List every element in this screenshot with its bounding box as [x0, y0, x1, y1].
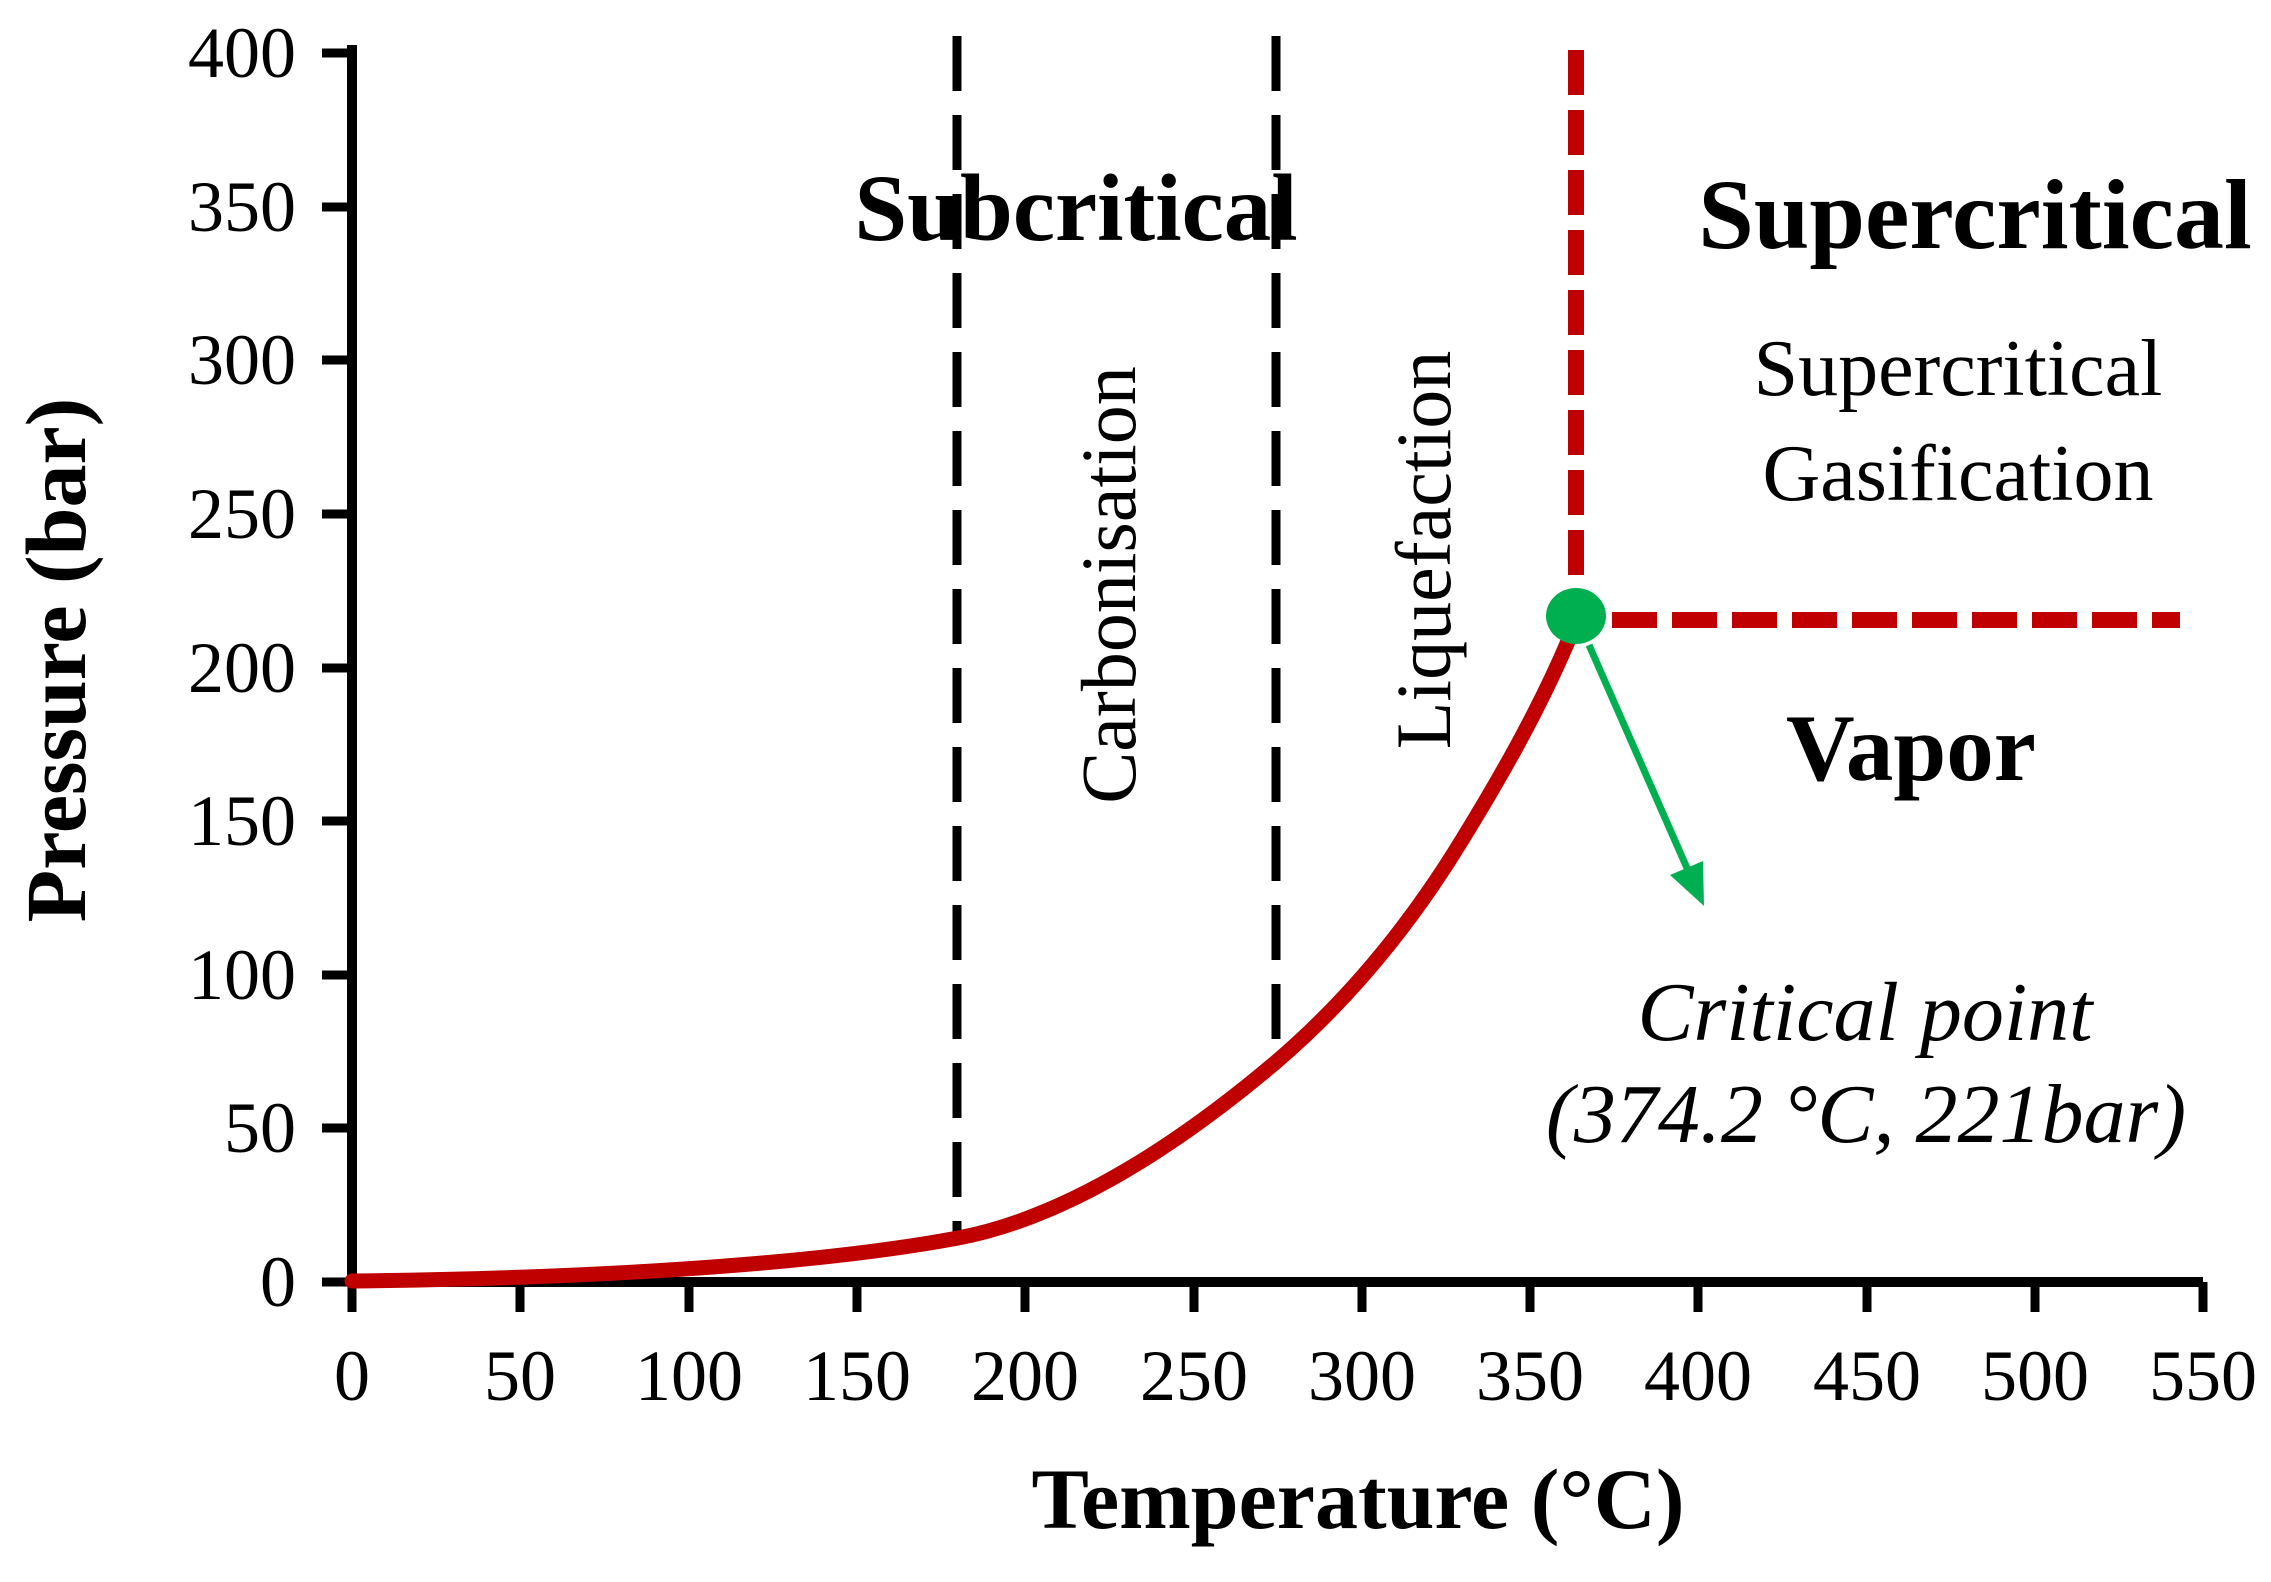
x-tick-150: 150 — [803, 1336, 911, 1416]
critical-point-annotation — [1546, 588, 1704, 906]
x-axis-title: Temperature (°C) — [1032, 1451, 1685, 1547]
region-boundaries-black — [952, 36, 1281, 1236]
y-tick-150: 150 — [188, 781, 296, 861]
x-tick-450: 450 — [1813, 1336, 1921, 1416]
critical-point-arrowhead — [1670, 861, 1704, 906]
carbonisation-label: Carbonisation — [1065, 366, 1152, 804]
x-tick-100: 100 — [635, 1336, 743, 1416]
y-tick-200: 200 — [188, 628, 296, 708]
y-axis-ticks — [322, 48, 352, 1287]
x-tick-300: 300 — [1308, 1336, 1416, 1416]
vapor-label: Vapor — [1786, 695, 2036, 801]
x-tick-50: 50 — [484, 1336, 556, 1416]
critical-point-label-line1: Critical point — [1637, 966, 2095, 1059]
liquefaction-label: Liquefaction — [1380, 351, 1467, 750]
y-tick-labels: 400 350 300 250 200 150 100 50 0 — [188, 13, 296, 1322]
y-tick-100: 100 — [188, 935, 296, 1015]
supercritical-gasification-label-line1: Supercritical — [1754, 325, 2163, 413]
x-tick-250: 250 — [1140, 1336, 1248, 1416]
y-tick-250: 250 — [188, 474, 296, 554]
x-tick-labels: 0 50 100 150 200 250 300 350 400 450 500… — [334, 1336, 2257, 1416]
y-tick-300: 300 — [188, 320, 296, 400]
y-tick-0: 0 — [260, 1242, 296, 1322]
supercritical-label: Supercritical — [1698, 159, 2252, 270]
y-tick-50: 50 — [224, 1088, 296, 1168]
x-tick-550: 550 — [2149, 1336, 2257, 1416]
x-tick-350: 350 — [1476, 1336, 1584, 1416]
x-tick-400: 400 — [1644, 1336, 1752, 1416]
y-tick-400: 400 — [188, 13, 296, 93]
supercritical-gasification-label-line2: Gasification — [1763, 430, 2154, 518]
critical-point-marker — [1546, 588, 1606, 644]
vapor-pressure-curve — [344, 614, 1584, 1289]
x-tick-500: 500 — [1981, 1336, 2089, 1416]
y-axis-title: Pressure (bar) — [8, 398, 104, 923]
y-tick-350: 350 — [188, 167, 296, 247]
supercritical-boundaries-red — [1568, 50, 2180, 628]
critical-point-arrow-line — [1585, 643, 1698, 886]
critical-point-label-line2: (374.2 °C, 221bar) — [1546, 1068, 2186, 1161]
x-tick-200: 200 — [971, 1336, 1079, 1416]
x-tick-0: 0 — [334, 1336, 370, 1416]
subcritical-label: Subcritical — [854, 155, 1297, 261]
